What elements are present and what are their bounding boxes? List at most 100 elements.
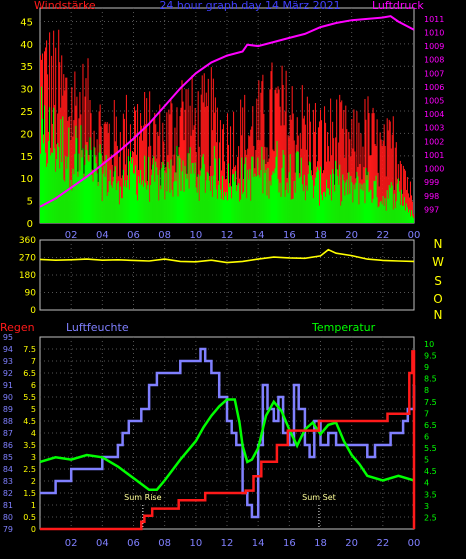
rain-y-tick-label: 0.5 <box>23 513 36 522</box>
x-tick-label: 04 <box>96 538 109 549</box>
x-tick-label: 08 <box>158 230 171 241</box>
rain-y-tick-label: 1 <box>31 501 36 510</box>
humidity-y-tick-label: 94 <box>3 345 13 354</box>
wind-direction-series-line <box>39 248 415 264</box>
x-tick-label: 06 <box>127 538 140 549</box>
humidity-y-tick-label: 83 <box>3 477 13 486</box>
humidity-series-line <box>40 347 416 519</box>
temperature-y-tick-label: 5 <box>424 456 429 465</box>
temperature-y-tick-label: 7 <box>424 409 429 418</box>
direction-y-tick-label: 0 <box>30 306 36 316</box>
pressure-y-tick-label: 1005 <box>424 97 444 106</box>
humidity-y-tick-label: 93 <box>3 357 13 366</box>
temperature-y-tick-label: 6 <box>424 432 429 441</box>
temperature-y-tick-label: 3 <box>424 502 429 511</box>
humidity-y-tick-label: 89 <box>3 405 13 414</box>
x-tick-label: 00 <box>408 230 421 241</box>
humidity-y-tick-label: 95 <box>3 333 13 342</box>
rain-y-tick-label: 7.5 <box>23 345 36 354</box>
x-tick-label: 00 <box>408 538 421 549</box>
pressure-y-tick-label: 1008 <box>424 56 444 65</box>
temperature-y-tick-label: 6.5 <box>424 421 437 430</box>
pressure-y-tick-label: 1010 <box>424 28 444 37</box>
rain-y-tick-label: 5 <box>31 405 36 414</box>
rain-humidity-temperature-chart: Sum Rise Sum Set 0 0.5 1 1.5 2 2.5 3 3.5 4 4.5 5 5.5… <box>3 333 437 549</box>
rain-y-tick-label: 6 <box>31 381 36 390</box>
pressure-y-tick-label: 1000 <box>424 165 444 174</box>
pressure-y-tick-label: 1007 <box>424 69 444 78</box>
pressure-y-tick-label: 1001 <box>424 151 444 160</box>
temperature-y-tick-label: 4.5 <box>424 467 437 476</box>
x-tick-label: 18 <box>314 538 327 549</box>
chart-title: 24 hour graph day 14 März 2021 <box>159 0 340 12</box>
temperature-axis-title: Temperatur <box>311 321 376 334</box>
rain-y-tick-label: 2 <box>31 477 36 486</box>
x-tick-label: 08 <box>158 538 171 549</box>
temperature-y-tick-label: 9.5 <box>424 352 437 361</box>
sun-annotation-label: Sum Set <box>302 493 336 502</box>
x-tick-label: 06 <box>127 230 140 241</box>
pressure-y-tick-label: 997 <box>424 205 439 214</box>
x-tick-label: 20 <box>345 538 358 549</box>
humidity-y-tick-label: 91 <box>3 381 13 390</box>
direction-y-tick-label: 270 <box>19 254 36 264</box>
compass-direction-label: W <box>432 255 444 269</box>
temperature-series-line <box>39 398 415 491</box>
wind-y-tick-label: 40 <box>20 40 33 51</box>
temperature-y-tick-label: 7.5 <box>424 398 437 407</box>
humidity-y-tick-label: 84 <box>3 465 13 474</box>
wind-y-tick-label: 15 <box>20 152 33 163</box>
compass-direction-label: N <box>434 308 443 322</box>
pressure-axis-title: Luftdruck <box>372 0 424 12</box>
humidity-y-tick-label: 82 <box>3 489 13 498</box>
temperature-y-tick-label: 10 <box>424 340 434 349</box>
x-tick-label: 14 <box>252 230 265 241</box>
rain-y-tick-label: 3 <box>31 453 36 462</box>
pressure-y-tick-label: 1009 <box>424 42 444 51</box>
wind-y-tick-label: 25 <box>20 107 33 118</box>
humidity-y-tick-label: 81 <box>3 501 13 510</box>
x-tick-label: 14 <box>252 538 265 549</box>
pressure-y-tick-label: 999 <box>424 178 439 187</box>
rain-y-tick-label: 1.5 <box>23 489 36 498</box>
pressure-y-tick-label: 1006 <box>424 83 444 92</box>
temperature-y-tick-label: 8.5 <box>424 375 437 384</box>
temperature-y-tick-label: 4 <box>424 479 429 488</box>
wind-y-tick-label: 5 <box>27 197 33 208</box>
x-tick-label: 02 <box>65 538 78 549</box>
wind-y-tick-label: 10 <box>20 174 33 185</box>
humidity-y-tick-label: 86 <box>3 441 13 450</box>
rain-y-tick-label: 4.5 <box>23 417 36 426</box>
pressure-y-tick-label: 1003 <box>424 124 444 133</box>
wind-axis-title: Windstärke <box>34 0 96 12</box>
x-tick-label: 16 <box>283 230 296 241</box>
wind-y-tick-label: 30 <box>20 85 33 96</box>
x-tick-label: 02 <box>65 230 78 241</box>
temperature-y-tick-label: 9 <box>424 363 429 372</box>
humidity-axis-title: Luftfeuchte <box>66 321 129 334</box>
x-tick-label: 10 <box>189 230 202 241</box>
compass-direction-label: S <box>434 274 442 288</box>
pressure-y-tick-label: 1011 <box>424 15 444 24</box>
x-tick-label: 18 <box>314 230 327 241</box>
rain-y-tick-label: 5.5 <box>23 393 36 402</box>
rain-axis-title: Regen <box>0 321 35 334</box>
temperature-y-tick-label: 5.5 <box>424 444 437 453</box>
x-tick-label: 16 <box>283 538 296 549</box>
rain-y-tick-label: 4 <box>31 429 36 438</box>
direction-y-tick-label: 90 <box>25 289 37 299</box>
direction-y-tick-label: 360 <box>19 236 36 246</box>
humidity-y-tick-label: 92 <box>3 369 13 378</box>
wind-y-tick-label: 35 <box>20 62 33 73</box>
x-tick-label: 20 <box>345 230 358 241</box>
pressure-y-tick-label: 1004 <box>424 110 444 119</box>
humidity-y-tick-label: 85 <box>3 453 13 462</box>
rain-y-tick-label: 2.5 <box>23 465 36 474</box>
humidity-y-tick-label: 79 <box>3 525 13 534</box>
pressure-y-tick-label: 1002 <box>424 137 444 146</box>
temperature-y-tick-label: 8 <box>424 386 429 395</box>
rain-y-tick-label: 7 <box>31 357 36 366</box>
